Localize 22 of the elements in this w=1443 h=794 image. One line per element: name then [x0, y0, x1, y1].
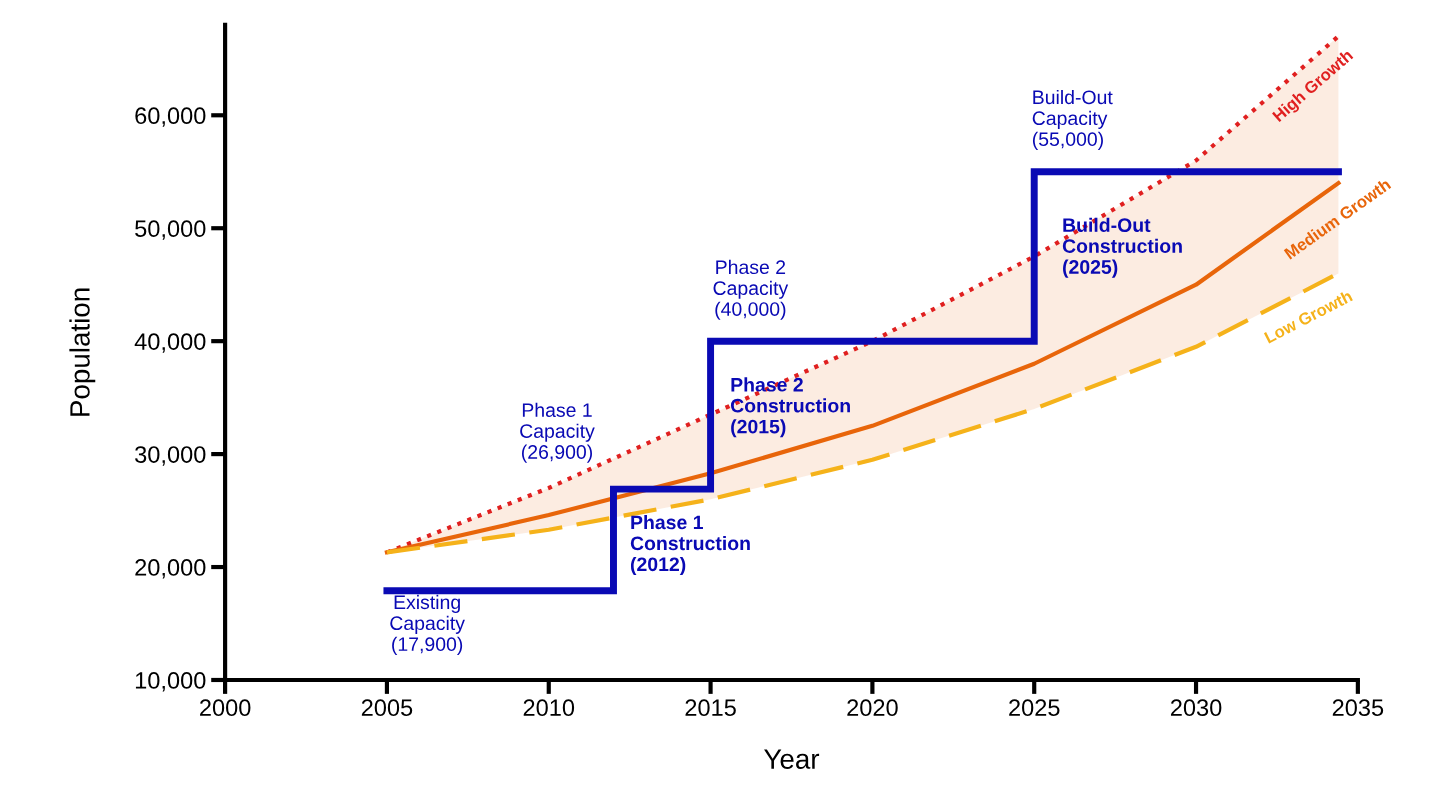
annotation: Build-Out Capacity (55,000) — [1032, 89, 1113, 150]
x-tick-label: 2025 — [1009, 699, 1060, 717]
x-tick-label: 2020 — [847, 699, 898, 717]
y-tick-label: 20,000 — [135, 559, 206, 579]
annotation: Existing Capacity (17,900) — [390, 594, 465, 655]
x-tick-label: 2035 — [1332, 699, 1384, 717]
y-tick-label: 50,000 — [135, 220, 206, 240]
x-tick-label: 2015 — [685, 699, 736, 717]
annotation: Phase 1 Construction (2012) — [630, 514, 750, 576]
x-tick-label: 2000 — [200, 699, 251, 717]
x-tick-label: 2030 — [1170, 699, 1222, 717]
x-tick-label: 2005 — [361, 699, 413, 717]
y-tick-label: 10,000 — [135, 672, 206, 692]
x-axis-title: Year — [764, 749, 820, 769]
annotation: Phase 1 Capacity (26,900) — [520, 402, 595, 463]
y-tick-label: 60,000 — [135, 107, 206, 127]
annotation: Build-Out Construction (2025) — [1062, 217, 1182, 278]
x-tick-label: 2010 — [523, 699, 575, 717]
y-axis-title: Population — [69, 288, 96, 416]
y-tick-label: 40,000 — [134, 333, 206, 353]
y-tick-label: 30,000 — [135, 446, 206, 466]
annotation: Phase 2 Capacity (40,000) — [713, 259, 789, 320]
